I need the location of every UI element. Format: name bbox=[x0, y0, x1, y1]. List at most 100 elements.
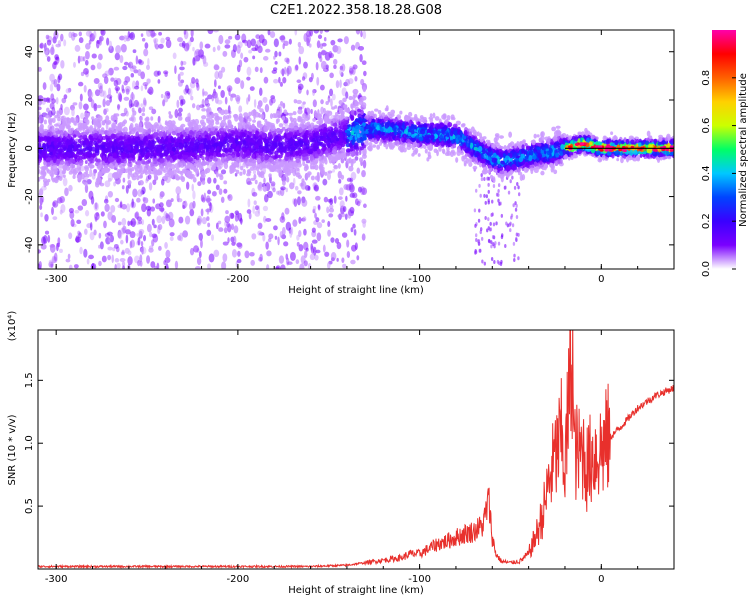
noise-cell bbox=[495, 192, 499, 197]
noise-cell bbox=[85, 50, 90, 60]
noise-cell bbox=[119, 201, 123, 208]
noise-cell bbox=[312, 89, 315, 96]
noise-cell bbox=[274, 60, 278, 65]
spectral-cell bbox=[350, 114, 355, 121]
noise-cell bbox=[179, 232, 184, 242]
spectral-cell bbox=[38, 142, 42, 149]
noise-cell bbox=[336, 257, 339, 262]
noise-cell bbox=[230, 223, 235, 230]
noise-cell bbox=[120, 239, 124, 245]
noise-cell bbox=[216, 99, 223, 105]
noise-cell bbox=[344, 78, 351, 87]
noise-cell bbox=[78, 81, 84, 87]
noise-cell bbox=[38, 260, 42, 269]
noise-cell bbox=[169, 236, 174, 242]
spectral-cell bbox=[223, 109, 229, 115]
noise-cell bbox=[218, 227, 224, 232]
spectral-cell bbox=[427, 123, 431, 128]
noise-cell bbox=[517, 256, 520, 261]
noise-cell bbox=[254, 44, 259, 52]
noise-cell bbox=[125, 184, 129, 194]
noise-cell bbox=[498, 261, 501, 266]
noise-cell bbox=[114, 197, 120, 203]
spectral-cell bbox=[138, 180, 144, 186]
noise-cell bbox=[177, 112, 182, 118]
noise-cell bbox=[363, 70, 367, 77]
noise-cell bbox=[222, 253, 228, 262]
spectral-cell bbox=[256, 152, 260, 157]
noise-cell bbox=[511, 175, 514, 180]
spectral-cell bbox=[153, 129, 157, 133]
noise-cell bbox=[330, 237, 335, 243]
noise-cell bbox=[49, 102, 55, 110]
noise-cell bbox=[93, 30, 97, 39]
noise-cell bbox=[98, 53, 103, 61]
noise-cell bbox=[338, 196, 343, 200]
noise-cell bbox=[221, 261, 227, 269]
spectral-cell bbox=[235, 169, 240, 175]
noise-cell bbox=[515, 236, 518, 241]
noise-cell bbox=[315, 249, 321, 254]
noise-cell bbox=[298, 230, 302, 238]
noise-cell bbox=[231, 249, 237, 258]
spectral-cell bbox=[96, 104, 102, 109]
noise-cell bbox=[199, 41, 204, 50]
spectral-cell bbox=[399, 110, 403, 115]
noise-cell bbox=[178, 107, 183, 113]
noise-cell bbox=[278, 255, 285, 264]
noise-cell bbox=[98, 232, 102, 239]
spectral-cell bbox=[49, 171, 54, 177]
noise-cell bbox=[338, 179, 342, 184]
noise-cell bbox=[212, 46, 216, 53]
noise-cell bbox=[329, 72, 334, 79]
noise-cell bbox=[123, 96, 130, 101]
spectral-cell bbox=[145, 163, 149, 168]
noise-cell bbox=[475, 188, 478, 193]
noise-cell bbox=[267, 190, 273, 199]
spectral-cell bbox=[54, 115, 58, 119]
noise-cell bbox=[346, 250, 351, 258]
noise-cell bbox=[105, 100, 111, 107]
noise-cell bbox=[182, 60, 187, 66]
noise-cell bbox=[220, 196, 225, 203]
noise-cell bbox=[106, 37, 110, 46]
spectral-cell bbox=[215, 171, 219, 178]
spectral-cell bbox=[197, 148, 202, 153]
noise-cell bbox=[130, 72, 135, 78]
noise-cell bbox=[346, 177, 352, 182]
noise-cell bbox=[507, 190, 511, 195]
noise-cell bbox=[310, 72, 314, 80]
noise-cell bbox=[517, 192, 521, 197]
noise-cell bbox=[297, 83, 304, 91]
noise-cell bbox=[223, 188, 228, 194]
noise-cell bbox=[86, 258, 90, 265]
spectral-cell bbox=[101, 120, 106, 126]
noise-cell bbox=[195, 48, 201, 56]
noise-cell bbox=[311, 227, 316, 233]
noise-cell bbox=[107, 246, 113, 251]
noise-cell bbox=[298, 244, 304, 252]
spectral-cell bbox=[288, 112, 294, 116]
noise-cell bbox=[286, 257, 290, 266]
noise-cell bbox=[212, 30, 219, 33]
noise-cell bbox=[337, 38, 343, 43]
noise-cell bbox=[315, 61, 319, 71]
noise-cell bbox=[490, 244, 493, 249]
spectral-cell bbox=[191, 136, 195, 142]
noise-cell bbox=[63, 106, 70, 116]
noise-cell bbox=[343, 206, 347, 212]
noise-cell bbox=[310, 108, 313, 115]
spectral-cell bbox=[436, 149, 439, 157]
noise-cell bbox=[98, 244, 101, 249]
noise-cell bbox=[114, 52, 121, 61]
noise-cell bbox=[484, 200, 487, 205]
noise-cell bbox=[203, 91, 208, 96]
noise-cell bbox=[226, 222, 231, 228]
noise-cell bbox=[258, 257, 263, 262]
noise-cell bbox=[339, 187, 344, 196]
noise-cell bbox=[57, 237, 61, 245]
noise-cell bbox=[105, 108, 109, 113]
noise-cell bbox=[50, 93, 55, 101]
noise-cell bbox=[328, 213, 334, 218]
spectral-cell bbox=[277, 154, 283, 159]
